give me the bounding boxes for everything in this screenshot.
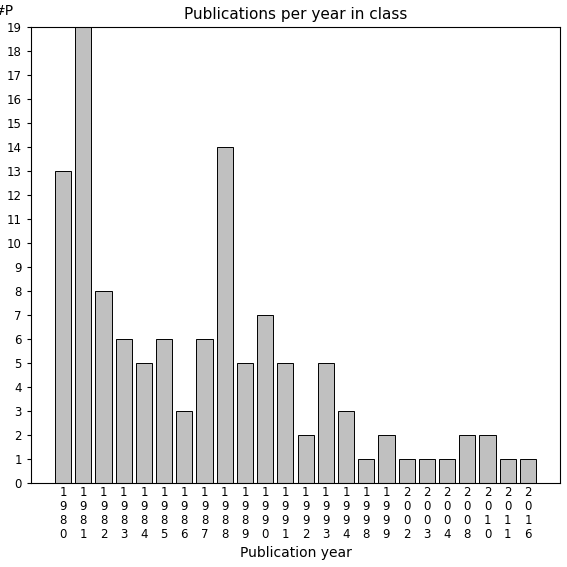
X-axis label: Publication year: Publication year (240, 546, 352, 560)
Bar (338, 411, 354, 483)
Bar (399, 459, 414, 483)
Bar (257, 315, 273, 483)
Bar (95, 291, 112, 483)
Bar (419, 459, 435, 483)
Bar (237, 363, 253, 483)
Bar (318, 363, 334, 483)
Bar (358, 459, 374, 483)
Bar (136, 363, 152, 483)
Bar (75, 27, 91, 483)
Bar (176, 411, 192, 483)
Bar (520, 459, 536, 483)
Bar (277, 363, 294, 483)
Text: #P: #P (0, 4, 14, 18)
Title: Publications per year in class: Publications per year in class (184, 7, 407, 22)
Bar (217, 147, 233, 483)
Bar (156, 339, 172, 483)
Bar (298, 435, 314, 483)
Bar (439, 459, 455, 483)
Bar (55, 171, 71, 483)
Bar (197, 339, 213, 483)
Bar (500, 459, 516, 483)
Bar (480, 435, 496, 483)
Bar (459, 435, 475, 483)
Bar (378, 435, 395, 483)
Bar (116, 339, 132, 483)
